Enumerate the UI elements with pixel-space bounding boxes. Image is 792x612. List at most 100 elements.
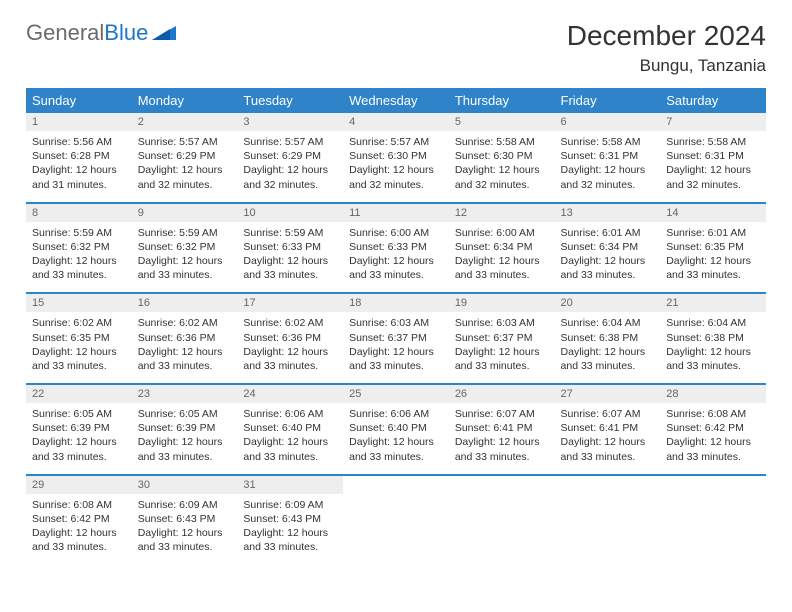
day-detail-cell: Sunrise: 6:04 AMSunset: 6:38 PMDaylight:… <box>660 312 766 383</box>
day-detail-cell: Sunrise: 6:02 AMSunset: 6:36 PMDaylight:… <box>237 312 343 383</box>
sunset-line: Sunset: 6:40 PM <box>349 421 443 435</box>
day-number: 17 <box>237 294 343 312</box>
day-number: 30 <box>132 476 238 494</box>
sunset-line: Sunset: 6:32 PM <box>138 240 232 254</box>
day-detail-row: Sunrise: 6:08 AMSunset: 6:42 PMDaylight:… <box>26 494 766 565</box>
sunset-line: Sunset: 6:34 PM <box>561 240 655 254</box>
sunset-line: Sunset: 6:33 PM <box>349 240 443 254</box>
daylight-line: Daylight: 12 hours and 33 minutes. <box>349 435 443 463</box>
day-number: 20 <box>555 294 661 312</box>
day-header: Sunday <box>26 88 132 113</box>
day-detail-cell: Sunrise: 6:07 AMSunset: 6:41 PMDaylight:… <box>555 403 661 474</box>
sunset-line: Sunset: 6:43 PM <box>243 512 337 526</box>
day-detail-cell: Sunrise: 5:57 AMSunset: 6:30 PMDaylight:… <box>343 131 449 202</box>
day-detail-cell: Sunrise: 5:58 AMSunset: 6:31 PMDaylight:… <box>660 131 766 202</box>
daylight-line: Daylight: 12 hours and 33 minutes. <box>349 254 443 282</box>
sunrise-line: Sunrise: 6:05 AM <box>138 407 232 421</box>
day-detail-cell: Sunrise: 6:03 AMSunset: 6:37 PMDaylight:… <box>449 312 555 383</box>
sunset-line: Sunset: 6:31 PM <box>666 149 760 163</box>
day-number: 26 <box>449 385 555 403</box>
day-detail-cell: Sunrise: 6:04 AMSunset: 6:38 PMDaylight:… <box>555 312 661 383</box>
day-detail-cell <box>449 494 555 565</box>
day-detail-cell: Sunrise: 6:02 AMSunset: 6:35 PMDaylight:… <box>26 312 132 383</box>
day-number: 25 <box>343 385 449 403</box>
day-detail-cell <box>343 494 449 565</box>
day-number-row: 15161718192021 <box>26 294 766 312</box>
daylight-line: Daylight: 12 hours and 33 minutes. <box>32 435 126 463</box>
sunset-line: Sunset: 6:29 PM <box>138 149 232 163</box>
daylight-line: Daylight: 12 hours and 33 minutes. <box>138 254 232 282</box>
sunset-line: Sunset: 6:38 PM <box>666 331 760 345</box>
sunrise-line: Sunrise: 6:01 AM <box>666 226 760 240</box>
day-number: 15 <box>26 294 132 312</box>
daylight-line: Daylight: 12 hours and 33 minutes. <box>243 435 337 463</box>
daylight-line: Daylight: 12 hours and 33 minutes. <box>32 254 126 282</box>
day-detail-cell: Sunrise: 5:58 AMSunset: 6:30 PMDaylight:… <box>449 131 555 202</box>
day-number: 31 <box>237 476 343 494</box>
sunset-line: Sunset: 6:33 PM <box>243 240 337 254</box>
sunset-line: Sunset: 6:41 PM <box>561 421 655 435</box>
sunrise-line: Sunrise: 5:59 AM <box>243 226 337 240</box>
day-number: 16 <box>132 294 238 312</box>
sunset-line: Sunset: 6:31 PM <box>561 149 655 163</box>
daylight-line: Daylight: 12 hours and 33 minutes. <box>561 345 655 373</box>
day-number: 28 <box>660 385 766 403</box>
sunrise-line: Sunrise: 6:04 AM <box>666 316 760 330</box>
sunrise-line: Sunrise: 6:07 AM <box>455 407 549 421</box>
day-detail-cell: Sunrise: 6:00 AMSunset: 6:33 PMDaylight:… <box>343 222 449 293</box>
daylight-line: Daylight: 12 hours and 32 minutes. <box>138 163 232 191</box>
daylight-line: Daylight: 12 hours and 33 minutes. <box>561 254 655 282</box>
daylight-line: Daylight: 12 hours and 32 minutes. <box>561 163 655 191</box>
day-number: 18 <box>343 294 449 312</box>
day-number: 4 <box>343 113 449 131</box>
day-detail-cell: Sunrise: 5:59 AMSunset: 6:32 PMDaylight:… <box>26 222 132 293</box>
day-number: 12 <box>449 204 555 222</box>
daylight-line: Daylight: 12 hours and 33 minutes. <box>455 345 549 373</box>
day-detail-cell: Sunrise: 5:58 AMSunset: 6:31 PMDaylight:… <box>555 131 661 202</box>
day-number-row: 293031 <box>26 476 766 494</box>
sunrise-line: Sunrise: 5:57 AM <box>349 135 443 149</box>
day-detail-cell: Sunrise: 6:05 AMSunset: 6:39 PMDaylight:… <box>26 403 132 474</box>
sunrise-line: Sunrise: 6:02 AM <box>138 316 232 330</box>
daylight-line: Daylight: 12 hours and 33 minutes. <box>243 254 337 282</box>
sunrise-line: Sunrise: 5:56 AM <box>32 135 126 149</box>
day-number: 19 <box>449 294 555 312</box>
sunset-line: Sunset: 6:36 PM <box>138 331 232 345</box>
day-detail-cell: Sunrise: 6:00 AMSunset: 6:34 PMDaylight:… <box>449 222 555 293</box>
day-detail-cell: Sunrise: 6:02 AMSunset: 6:36 PMDaylight:… <box>132 312 238 383</box>
sunset-line: Sunset: 6:42 PM <box>666 421 760 435</box>
sunrise-line: Sunrise: 6:02 AM <box>243 316 337 330</box>
day-detail-cell: Sunrise: 6:01 AMSunset: 6:35 PMDaylight:… <box>660 222 766 293</box>
sunset-line: Sunset: 6:42 PM <box>32 512 126 526</box>
sunset-line: Sunset: 6:38 PM <box>561 331 655 345</box>
sunrise-line: Sunrise: 6:00 AM <box>349 226 443 240</box>
daylight-line: Daylight: 12 hours and 33 minutes. <box>666 345 760 373</box>
sunrise-line: Sunrise: 6:02 AM <box>32 316 126 330</box>
day-detail-cell: Sunrise: 6:08 AMSunset: 6:42 PMDaylight:… <box>26 494 132 565</box>
day-number: 10 <box>237 204 343 222</box>
sunset-line: Sunset: 6:41 PM <box>455 421 549 435</box>
daylight-line: Daylight: 12 hours and 33 minutes. <box>32 345 126 373</box>
sunset-line: Sunset: 6:39 PM <box>32 421 126 435</box>
sunrise-line: Sunrise: 6:00 AM <box>455 226 549 240</box>
day-detail-cell: Sunrise: 6:06 AMSunset: 6:40 PMDaylight:… <box>343 403 449 474</box>
day-number: 3 <box>237 113 343 131</box>
day-detail-row: Sunrise: 5:59 AMSunset: 6:32 PMDaylight:… <box>26 222 766 293</box>
day-detail-row: Sunrise: 6:05 AMSunset: 6:39 PMDaylight:… <box>26 403 766 474</box>
sunrise-line: Sunrise: 6:06 AM <box>243 407 337 421</box>
month-title: December 2024 <box>567 20 766 52</box>
daylight-line: Daylight: 12 hours and 33 minutes. <box>666 254 760 282</box>
day-detail-cell: Sunrise: 5:59 AMSunset: 6:32 PMDaylight:… <box>132 222 238 293</box>
sunset-line: Sunset: 6:34 PM <box>455 240 549 254</box>
sunrise-line: Sunrise: 5:57 AM <box>243 135 337 149</box>
day-detail-cell: Sunrise: 6:07 AMSunset: 6:41 PMDaylight:… <box>449 403 555 474</box>
daylight-line: Daylight: 12 hours and 33 minutes. <box>349 345 443 373</box>
sunset-line: Sunset: 6:37 PM <box>349 331 443 345</box>
daylight-line: Daylight: 12 hours and 32 minutes. <box>349 163 443 191</box>
sunrise-line: Sunrise: 6:09 AM <box>243 498 337 512</box>
daylight-line: Daylight: 12 hours and 32 minutes. <box>666 163 760 191</box>
brand-logo: GeneralBlue <box>26 20 176 46</box>
day-number: 24 <box>237 385 343 403</box>
daylight-line: Daylight: 12 hours and 33 minutes. <box>455 435 549 463</box>
sunset-line: Sunset: 6:30 PM <box>455 149 549 163</box>
